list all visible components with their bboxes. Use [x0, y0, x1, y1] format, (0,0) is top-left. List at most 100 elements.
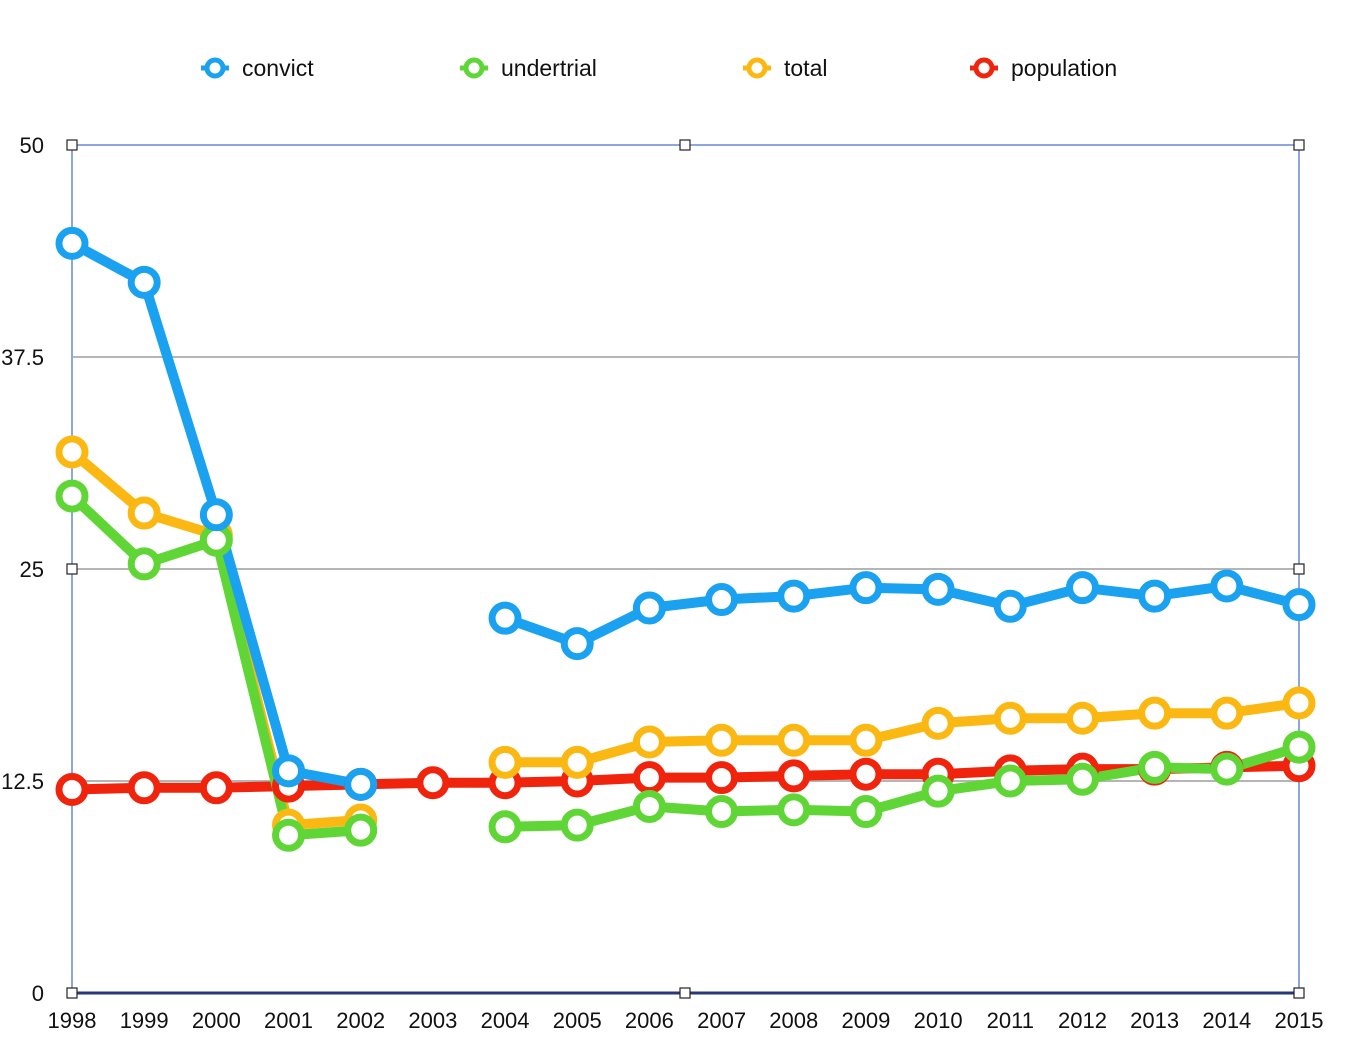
- data-point-undertrial: [55, 479, 89, 513]
- y-tick-label: 25: [20, 557, 44, 582]
- x-tick-label: 2012: [1058, 1008, 1107, 1033]
- data-point-population: [127, 771, 161, 805]
- data-point-total: [560, 745, 594, 779]
- x-tick-label: 2008: [769, 1008, 818, 1033]
- data-point-total: [993, 701, 1027, 735]
- data-point-undertrial: [1065, 762, 1099, 796]
- data-point-population: [416, 766, 450, 800]
- data-point-convict: [1138, 579, 1172, 613]
- x-tick-label: 1998: [48, 1008, 97, 1033]
- y-tick-label: 0: [32, 981, 44, 1006]
- data-point-undertrial: [560, 808, 594, 842]
- data-point-total: [55, 435, 89, 469]
- data-point-convict: [560, 627, 594, 661]
- resize-handle[interactable]: [1293, 139, 1305, 151]
- x-tick-label: 2004: [481, 1008, 530, 1033]
- data-point-convict: [199, 498, 233, 532]
- data-point-undertrial: [777, 793, 811, 827]
- x-tick-label: 1999: [120, 1008, 169, 1033]
- series-line-undertrial: [500, 742, 1304, 832]
- x-tick-label: 2013: [1130, 1008, 1179, 1033]
- data-point-undertrial: [344, 813, 378, 847]
- data-point-convict: [849, 571, 883, 605]
- y-tick-label: 37.5: [1, 345, 44, 370]
- data-point-total: [921, 706, 955, 740]
- legend-label-total: total: [784, 55, 827, 81]
- data-point-undertrial: [272, 818, 306, 852]
- resize-handle[interactable]: [679, 139, 691, 151]
- data-point-convict: [993, 589, 1027, 623]
- data-point-population: [199, 771, 233, 805]
- data-point-convict: [705, 583, 739, 617]
- x-tick-label: 2005: [553, 1008, 602, 1033]
- resize-handle[interactable]: [679, 987, 691, 999]
- data-point-convict: [1282, 588, 1316, 622]
- x-tick-label: 2015: [1275, 1008, 1324, 1033]
- data-point-undertrial: [127, 547, 161, 581]
- data-point-population: [777, 759, 811, 793]
- series-line-total: [500, 698, 1304, 768]
- data-point-undertrial: [632, 789, 666, 823]
- resize-handle[interactable]: [1293, 987, 1305, 999]
- x-tick-label: 2011: [987, 1008, 1034, 1033]
- data-point-undertrial: [705, 795, 739, 829]
- data-point-population: [55, 772, 89, 806]
- data-point-total: [777, 723, 811, 757]
- x-tick-label: 2000: [192, 1008, 241, 1033]
- data-point-total: [1282, 686, 1316, 720]
- data-point-total: [1138, 696, 1172, 730]
- data-point-total: [849, 723, 883, 757]
- data-point-convict: [55, 226, 89, 260]
- data-point-undertrial: [488, 810, 522, 844]
- data-point-undertrial: [1138, 750, 1172, 784]
- data-point-convict: [921, 572, 955, 606]
- data-point-total: [1065, 701, 1099, 735]
- data-point-total: [1210, 696, 1244, 730]
- data-point-convict: [777, 579, 811, 613]
- data-point-population: [849, 757, 883, 791]
- legend-swatch-marker: [746, 57, 768, 79]
- data-point-convict: [344, 767, 378, 801]
- resize-handle[interactable]: [66, 987, 78, 999]
- series-line-convict: [500, 581, 1304, 649]
- x-tick-label: 2009: [841, 1008, 890, 1033]
- data-point-population: [632, 761, 666, 795]
- data-point-convict: [127, 265, 161, 299]
- x-tick-label: 2001: [264, 1008, 313, 1033]
- data-point-population: [705, 761, 739, 795]
- data-point-convict: [272, 754, 306, 788]
- data-point-convict: [488, 601, 522, 635]
- legend-swatch-marker: [463, 57, 485, 79]
- y-tick-label: 50: [20, 133, 44, 158]
- selection-handles: [66, 139, 1305, 999]
- data-point-undertrial: [1282, 730, 1316, 764]
- chart-axes: 0 12.5 25 37.5 50 1998 1999 2000 2001 2002 2003 200…: [1, 133, 1323, 1033]
- x-tick-label: 2006: [625, 1008, 674, 1033]
- data-point-undertrial: [849, 795, 883, 829]
- chart-legend: convict undertrial total population: [201, 55, 1117, 81]
- data-point-convict: [1210, 569, 1244, 603]
- x-tick-label: 2007: [697, 1008, 746, 1033]
- data-point-total: [632, 725, 666, 759]
- y-tick-label: 12.5: [1, 769, 44, 794]
- data-point-convict: [1065, 571, 1099, 605]
- data-point-undertrial: [921, 774, 955, 808]
- data-point-convict: [632, 591, 666, 625]
- data-point-total: [488, 745, 522, 779]
- x-tick-label: 2002: [336, 1008, 385, 1033]
- resize-handle[interactable]: [1293, 563, 1305, 575]
- legend-label-convict: convict: [242, 55, 314, 81]
- resize-handle[interactable]: [66, 563, 78, 575]
- data-point-undertrial: [1210, 752, 1244, 786]
- chart-series: [55, 226, 1316, 852]
- legend-swatch-marker: [204, 57, 226, 79]
- legend-label-population: population: [1011, 55, 1117, 81]
- data-point-total: [127, 496, 161, 530]
- x-tick-label: 2014: [1202, 1008, 1251, 1033]
- resize-handle[interactable]: [66, 139, 78, 151]
- legend-label-undertrial: undertrial: [501, 55, 597, 81]
- data-point-undertrial: [993, 764, 1027, 798]
- data-point-total: [705, 723, 739, 757]
- legend-swatch-marker: [973, 57, 995, 79]
